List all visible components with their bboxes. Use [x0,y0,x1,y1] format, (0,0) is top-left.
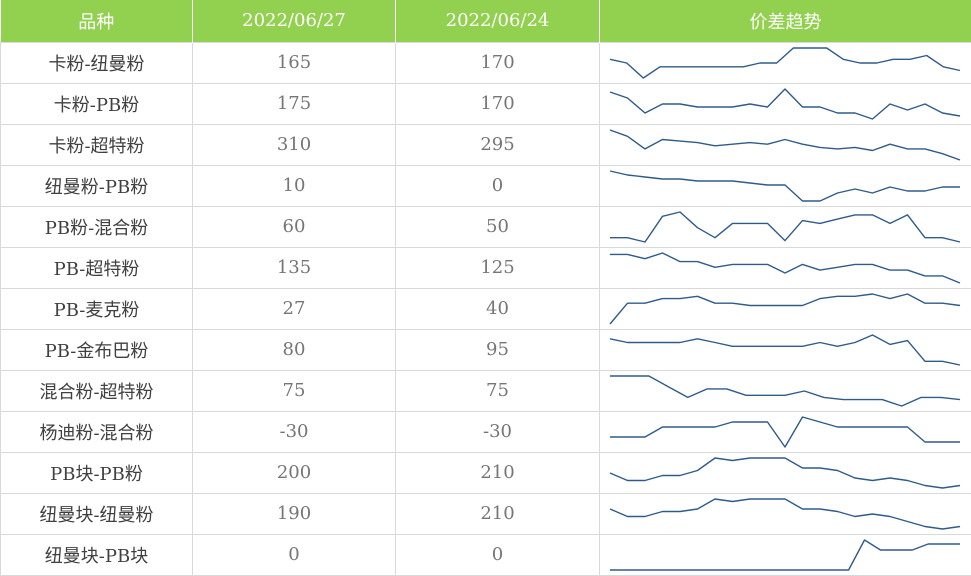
trend-sparkline [600,166,971,206]
spread-value-date-2-cell: 210 [396,452,600,493]
sparkline-series-line [610,458,960,488]
trend-sparkline [600,289,971,329]
sparkline-series-line [610,294,960,324]
variety-name-cell: 卡粉-超特粉 [1,124,193,165]
header-date-2: 2022/06/24 [396,0,600,42]
sparkline-series-line [610,376,960,406]
trend-sparkline [600,453,971,493]
trend-sparkline [600,248,971,288]
sparkline-series-line [610,499,960,529]
spread-value-date-1-cell: 0 [193,534,396,575]
spread-value-date-1-cell: 190 [193,493,396,534]
spread-value-date-2-cell: 125 [396,247,600,288]
trend-sparkline-cell [600,288,971,329]
trend-sparkline-cell [600,452,971,493]
sparkline-series-line [610,130,960,160]
trend-sparkline [600,371,971,411]
trend-sparkline [600,84,971,124]
variety-name-cell: 卡粉-纽曼粉 [1,42,193,83]
sparkline-series-line [610,212,960,242]
spread-value-date-2-cell: 170 [396,83,600,124]
header-variety: 品种 [1,0,193,42]
sparkline-series-line [610,417,960,447]
header-date-1: 2022/06/27 [193,0,396,42]
table-row: 杨迪粉-混合粉-30-30 [1,411,971,452]
trend-sparkline [600,412,971,452]
trend-sparkline-cell [600,247,971,288]
trend-sparkline-cell [600,370,971,411]
trend-sparkline [600,43,971,83]
variety-name-cell: PB粉-混合粉 [1,206,193,247]
trend-sparkline-cell [600,83,971,124]
spread-value-date-2-cell: 170 [396,42,600,83]
spread-value-date-2-cell: 0 [396,534,600,575]
sparkline-series-line [610,540,960,570]
spread-value-date-2-cell: 75 [396,370,600,411]
spread-value-date-2-cell: -30 [396,411,600,452]
trend-sparkline [600,330,971,370]
spread-value-date-1-cell: 200 [193,452,396,493]
spread-value-date-1-cell: 175 [193,83,396,124]
trend-sparkline [600,494,971,534]
spread-value-date-1-cell: 10 [193,165,396,206]
variety-name-cell: 纽曼粉-PB粉 [1,165,193,206]
variety-name-cell: 杨迪粉-混合粉 [1,411,193,452]
sparkline-series-line [610,171,960,201]
spread-value-date-1-cell: 80 [193,329,396,370]
trend-sparkline-cell [600,42,971,83]
spread-value-date-1-cell: 75 [193,370,396,411]
spread-value-date-2-cell: 295 [396,124,600,165]
spread-value-date-1-cell: 27 [193,288,396,329]
sparkline-series-line [610,253,960,283]
spread-value-date-2-cell: 0 [396,165,600,206]
spread-value-date-2-cell: 40 [396,288,600,329]
trend-sparkline-cell [600,329,971,370]
sparkline-series-line [610,335,960,365]
trend-sparkline-cell [600,411,971,452]
trend-sparkline [600,125,971,165]
trend-sparkline [600,207,971,247]
trend-sparkline-cell [600,165,971,206]
spread-value-date-2-cell: 50 [396,206,600,247]
trend-sparkline-cell [600,206,971,247]
variety-name-cell: PB块-PB粉 [1,452,193,493]
variety-name-cell: 卡粉-PB粉 [1,83,193,124]
sparkline-series-line [610,89,960,119]
variety-name-cell: PB-超特粉 [1,247,193,288]
trend-sparkline [600,535,971,575]
variety-name-cell: 纽曼块-纽曼粉 [1,493,193,534]
spread-value-date-2-cell: 95 [396,329,600,370]
spread-value-date-1-cell: 165 [193,42,396,83]
table-header-row: 品种 2022/06/27 2022/06/24 价差趋势 [1,0,971,42]
variety-name-cell: PB-麦克粉 [1,288,193,329]
variety-name-cell: 混合粉-超特粉 [1,370,193,411]
spread-value-date-1-cell: -30 [193,411,396,452]
spread-value-date-2-cell: 210 [396,493,600,534]
sparkline-series-line [610,48,960,78]
trend-sparkline-cell [600,493,971,534]
spread-value-date-1-cell: 60 [193,206,396,247]
variety-name-cell: 纽曼块-PB块 [1,534,193,575]
spread-value-date-1-cell: 135 [193,247,396,288]
spread-value-date-1-cell: 310 [193,124,396,165]
trend-sparkline-cell [600,124,971,165]
trend-sparkline-cell [600,534,971,575]
header-trend: 价差趋势 [600,0,971,42]
variety-name-cell: PB-金布巴粉 [1,329,193,370]
